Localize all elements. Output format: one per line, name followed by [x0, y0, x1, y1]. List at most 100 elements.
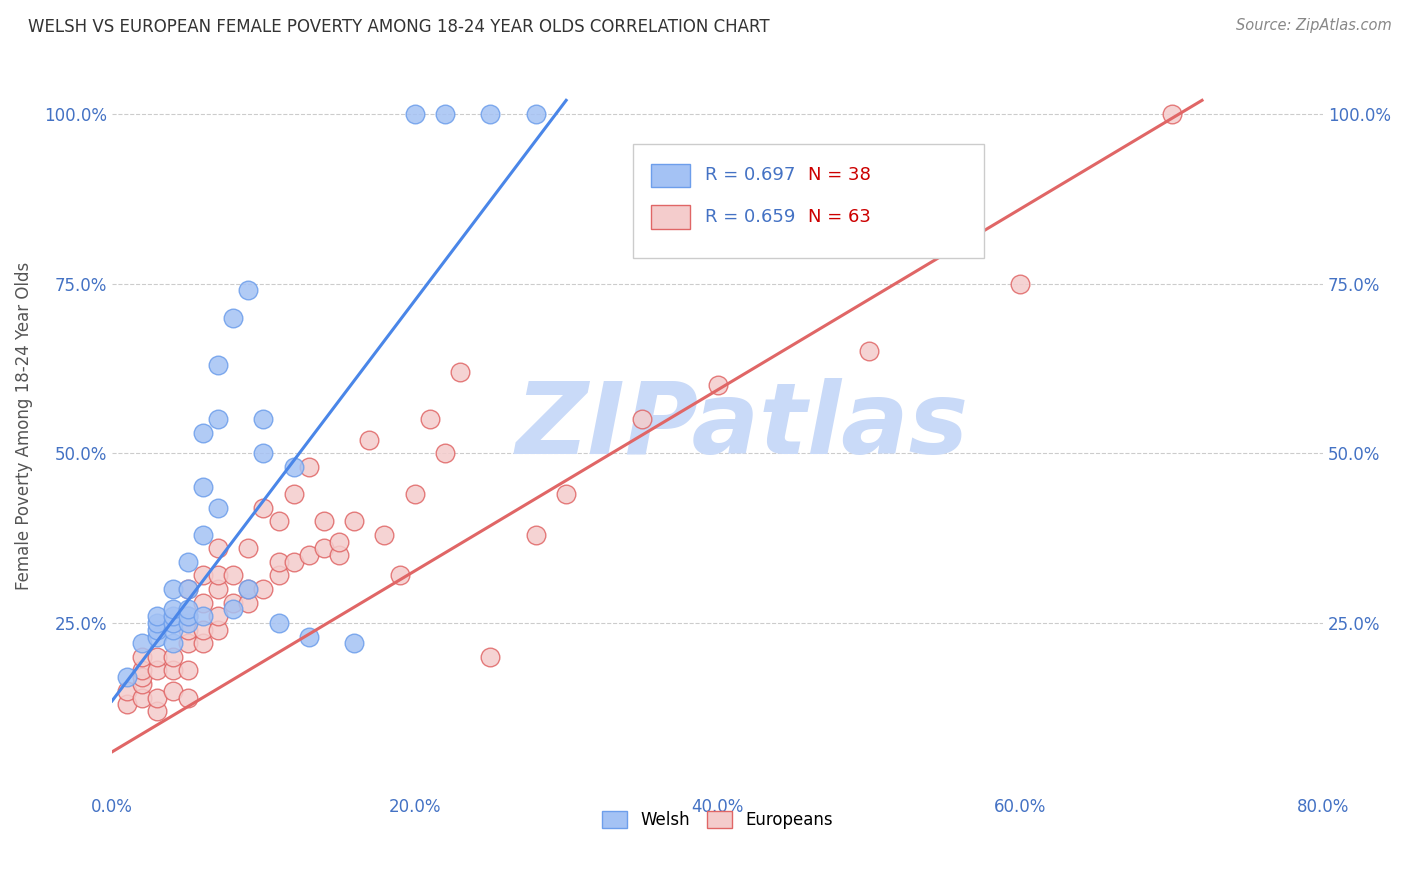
- Point: [343, 514, 366, 528]
- Point: [191, 425, 214, 440]
- Point: [207, 358, 229, 372]
- Point: [131, 649, 153, 664]
- Point: [404, 107, 426, 121]
- Point: [191, 609, 214, 624]
- Point: [146, 649, 169, 664]
- Point: [131, 690, 153, 705]
- Point: [191, 636, 214, 650]
- Point: [207, 568, 229, 582]
- Point: [222, 310, 245, 325]
- Point: [404, 487, 426, 501]
- Point: [858, 344, 880, 359]
- Point: [176, 582, 198, 596]
- Point: [146, 630, 169, 644]
- Point: [162, 609, 184, 624]
- Point: [252, 582, 274, 596]
- Point: [419, 412, 441, 426]
- Point: [162, 683, 184, 698]
- Point: [176, 602, 198, 616]
- Y-axis label: Female Poverty Among 18-24 Year Olds: Female Poverty Among 18-24 Year Olds: [15, 262, 32, 591]
- Point: [312, 514, 335, 528]
- Text: ZIPatlas: ZIPatlas: [515, 377, 969, 475]
- Text: R = 0.697: R = 0.697: [706, 167, 796, 185]
- Point: [176, 609, 198, 624]
- Point: [131, 677, 153, 691]
- Text: WELSH VS EUROPEAN FEMALE POVERTY AMONG 18-24 YEAR OLDS CORRELATION CHART: WELSH VS EUROPEAN FEMALE POVERTY AMONG 1…: [28, 18, 769, 36]
- Point: [706, 378, 728, 392]
- Point: [207, 582, 229, 596]
- Point: [343, 636, 366, 650]
- Point: [131, 670, 153, 684]
- Point: [1010, 277, 1032, 291]
- Point: [176, 615, 198, 630]
- Point: [1160, 107, 1182, 121]
- Point: [146, 615, 169, 630]
- Point: [162, 602, 184, 616]
- Text: N = 38: N = 38: [808, 167, 872, 185]
- Point: [207, 609, 229, 624]
- Point: [176, 636, 198, 650]
- Point: [162, 649, 184, 664]
- Point: [146, 690, 169, 705]
- Point: [267, 514, 290, 528]
- Point: [191, 623, 214, 637]
- Point: [207, 412, 229, 426]
- Point: [238, 541, 260, 556]
- Point: [524, 527, 547, 541]
- Legend: Welsh, Europeans: Welsh, Europeans: [596, 804, 839, 836]
- Text: Source: ZipAtlas.com: Source: ZipAtlas.com: [1236, 18, 1392, 33]
- Point: [146, 623, 169, 637]
- Point: [449, 365, 471, 379]
- Point: [191, 596, 214, 610]
- Point: [207, 500, 229, 515]
- Point: [434, 446, 457, 460]
- FancyBboxPatch shape: [651, 164, 690, 187]
- Point: [191, 568, 214, 582]
- Point: [162, 664, 184, 678]
- Point: [298, 548, 321, 562]
- Point: [328, 548, 350, 562]
- Text: R = 0.659: R = 0.659: [706, 208, 796, 227]
- Point: [238, 596, 260, 610]
- Point: [162, 582, 184, 596]
- Point: [238, 582, 260, 596]
- Point: [267, 568, 290, 582]
- Point: [238, 582, 260, 596]
- Point: [207, 623, 229, 637]
- Point: [176, 555, 198, 569]
- Point: [131, 664, 153, 678]
- Point: [115, 670, 138, 684]
- Point: [298, 459, 321, 474]
- Point: [238, 284, 260, 298]
- Point: [252, 500, 274, 515]
- Point: [176, 609, 198, 624]
- Point: [146, 704, 169, 718]
- Point: [479, 107, 502, 121]
- Point: [252, 446, 274, 460]
- FancyBboxPatch shape: [633, 144, 984, 258]
- Point: [176, 664, 198, 678]
- FancyBboxPatch shape: [651, 205, 690, 229]
- Point: [298, 630, 321, 644]
- Point: [388, 568, 411, 582]
- Point: [131, 636, 153, 650]
- Point: [283, 459, 305, 474]
- Point: [191, 527, 214, 541]
- Point: [222, 602, 245, 616]
- Point: [312, 541, 335, 556]
- Point: [207, 541, 229, 556]
- Point: [524, 107, 547, 121]
- Point: [176, 690, 198, 705]
- Point: [555, 487, 578, 501]
- Point: [146, 664, 169, 678]
- Point: [479, 649, 502, 664]
- Point: [222, 568, 245, 582]
- Point: [146, 609, 169, 624]
- Point: [283, 487, 305, 501]
- Point: [176, 582, 198, 596]
- Point: [267, 615, 290, 630]
- Point: [328, 534, 350, 549]
- Text: N = 63: N = 63: [808, 208, 872, 227]
- Point: [162, 636, 184, 650]
- Point: [115, 698, 138, 712]
